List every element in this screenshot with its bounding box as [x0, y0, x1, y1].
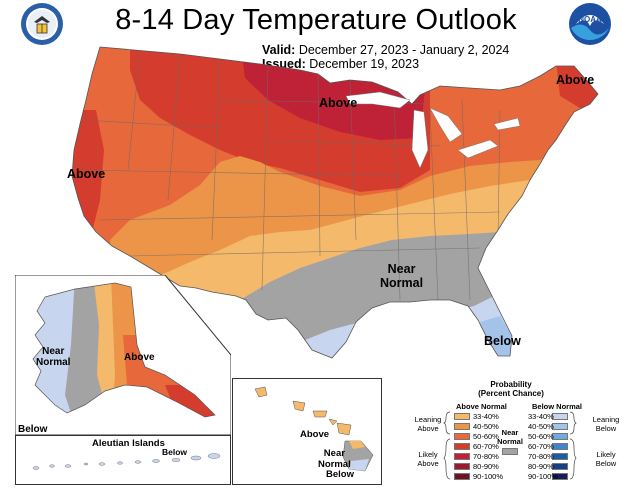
legend-above-range-6: 90-100% [473, 472, 504, 481]
aleutian-title: Aleutian Islands [92, 438, 165, 449]
legend-near-line2: Normal [497, 437, 523, 446]
legend-above-range-1: 40-50% [473, 422, 499, 431]
legend-below-swatch-6 [552, 473, 568, 480]
legend-near-line1: Near [501, 428, 519, 437]
legend-below-range-3: 60-70% [528, 442, 554, 451]
alaska-label-near-normal: Near Normal [36, 346, 70, 368]
legend-title-line2: (Percent Chance) [478, 389, 544, 398]
legend-below-swatch-3 [552, 443, 568, 450]
hawaii-inset [232, 378, 382, 485]
alaska-label-normal: Normal [36, 357, 71, 368]
legend-near-normal-swatch [502, 448, 518, 455]
legend-near-normal: Near Normal [496, 428, 524, 446]
legend-above-swatch-4 [454, 453, 470, 460]
hawaii-label-near-normal: Near Normal [318, 448, 351, 470]
legend-above-range-4: 70-80% [473, 452, 499, 461]
aleutian-inset [15, 435, 231, 485]
legend-likely-below-line2: Below [595, 459, 617, 468]
label-normal: Normal [380, 276, 424, 290]
legend-below-range-6: 90-100% [528, 472, 559, 481]
legend-title: Probability (Percent Chance) [476, 380, 546, 398]
legend-likely-above-line1: Likely [418, 450, 438, 459]
label-near: Near [387, 262, 416, 276]
label-near-normal: Near Normal [380, 262, 423, 290]
legend-above-range-0: 33-40% [473, 412, 499, 421]
noaa-logo-icon: NOAA [568, 2, 612, 46]
legend-above-swatch-6 [454, 473, 470, 480]
legend-below-swatch-1 [552, 423, 568, 430]
legend: Probability (Percent Chance) Above Norma… [392, 378, 628, 486]
hawaii-label-normal: Normal [318, 459, 351, 470]
legend-above-swatch-2 [454, 433, 470, 440]
legend-leaning-above-line1: Leaning [414, 415, 442, 424]
legend-leaning-below-line2: Below [595, 424, 617, 433]
valid-value: December 27, 2023 - January 2, 2024 [298, 43, 510, 57]
legend-below-swatch-2 [552, 433, 568, 440]
legend-below-range-2: 50-60% [528, 432, 554, 441]
legend-leaning-above-line2: Above [417, 424, 439, 433]
aleutian-label-below: Below [162, 447, 188, 457]
legend-leaning-below-line1: Leaning [592, 415, 620, 424]
valid-line: Valid: December 27, 2023 - January 2, 20… [262, 43, 509, 57]
legend-leaning-below: Leaning Below [588, 415, 624, 433]
legend-likely-above-line2: Above [417, 459, 439, 468]
valid-label: Valid: [262, 43, 296, 57]
legend-below-header: Below Normal [532, 402, 583, 411]
label-below-florida: Below [484, 334, 521, 348]
legend-below-range-0: 33-40% [528, 412, 554, 421]
legend-above-header: Above Normal [456, 402, 507, 411]
alaska-label-near: Near [42, 346, 65, 357]
alaska-label-below: Below [18, 424, 48, 435]
alaska-label-above: Above [124, 352, 155, 363]
legend-below-range-4: 70-80% [528, 452, 554, 461]
department-of-commerce-seal-icon [20, 2, 64, 46]
legend-below-swatch-5 [552, 463, 568, 470]
map-title: 8-14 Day Temperature Outlook [115, 4, 517, 36]
legend-above-swatch-3 [454, 443, 470, 450]
noaa-text: NOAA [578, 15, 602, 24]
legend-above-range-2: 50-60% [473, 432, 499, 441]
legend-likely-below-line1: Likely [596, 450, 616, 459]
label-above-northeast: Above [556, 73, 595, 87]
label-above-west: Above [67, 167, 106, 181]
hawaii-label-above: Above [300, 429, 330, 440]
legend-above-swatch-0 [454, 413, 470, 420]
legend-above-swatch-5 [454, 463, 470, 470]
legend-likely-above: Likely Above [410, 450, 446, 468]
legend-brackets [443, 411, 577, 480]
legend-below-swatch-4 [552, 453, 568, 460]
legend-below-range-1: 40-50% [528, 422, 554, 431]
legend-title-line1: Probability [490, 380, 532, 389]
legend-above-range-5: 80-90% [473, 462, 499, 471]
alaska-inset [14, 274, 232, 436]
legend-likely-below: Likely Below [588, 450, 624, 468]
legend-leaning-above: Leaning Above [410, 415, 446, 433]
legend-below-swatch-0 [552, 413, 568, 420]
legend-above-swatch-1 [454, 423, 470, 430]
legend-above-range-3: 60-70% [473, 442, 499, 451]
hawaii-label-near: Near [323, 448, 345, 459]
issued-value: December 19, 2023 [309, 57, 420, 71]
legend-below-range-5: 80-90% [528, 462, 554, 471]
label-above-north: Above [319, 96, 358, 110]
hawaii-label-below: Below [326, 469, 354, 480]
